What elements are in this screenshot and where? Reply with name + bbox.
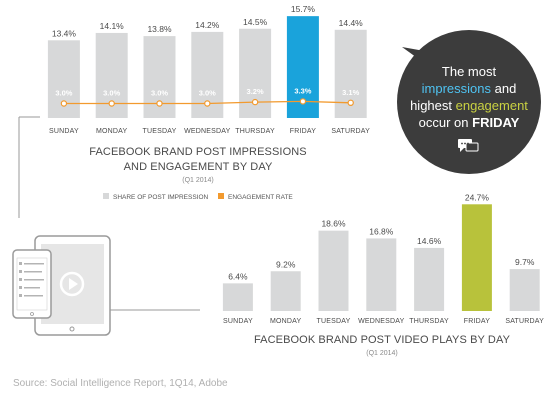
legend-label-engagement: ENGAGEMENT RATE — [228, 194, 293, 201]
engagement-point-saturday — [347, 99, 354, 107]
chart1-day-monday: MONDAY — [96, 128, 128, 135]
chart2-day-monday: MONDAY — [270, 318, 302, 325]
chart1-legend: SHARE OF POST IMPRESSION ENGAGEMENT RATE — [103, 193, 293, 201]
legend-swatch-engagement — [218, 193, 224, 199]
chart2-day-thursday: THURSDAY — [409, 318, 449, 325]
chart1-day-thursday: THURSDAY — [235, 128, 275, 135]
engagement-point-sunday — [60, 100, 68, 107]
video-bar-tuesday — [318, 230, 349, 311]
callout-line2-rest: and — [491, 81, 516, 96]
callout-bubble: The most impressions and highest engagem… — [397, 30, 541, 174]
chart2-day-sunday: SUNDAY — [223, 318, 253, 325]
phone-screen — [16, 257, 48, 311]
video-label-sunday: 6.4% — [228, 271, 248, 281]
engagement-point-thursday — [251, 98, 259, 106]
video-label-monday: 9.2% — [276, 259, 296, 269]
chart1-subtitle: (Q1 2014) — [182, 177, 214, 184]
chat-bubbles-icon — [458, 139, 479, 152]
callout-impressions-word: impressions — [422, 81, 492, 96]
engagement-point-friday — [299, 98, 307, 105]
engagement-label-friday: 3.3% — [294, 86, 311, 95]
video-label-wednesday: 16.8% — [369, 226, 394, 236]
impression-label-friday: 15.7% — [291, 4, 316, 14]
chart2-day-wednesday: WEDNESDAY — [358, 318, 405, 325]
engagement-point-wednesday — [204, 100, 211, 107]
legend-swatch-impression — [103, 193, 109, 199]
chart1-day-friday: FRIDAY — [290, 128, 316, 135]
chart2-day-tuesday: TUESDAY — [317, 318, 351, 325]
video-bar-sunday — [222, 283, 253, 311]
video-bar-monday — [270, 271, 301, 311]
impression-label-thursday: 14.5% — [243, 17, 268, 27]
engagement-label-monday: 3.0% — [103, 89, 120, 98]
video-label-saturday: 9.7% — [515, 257, 535, 267]
chart2-subtitle: (Q1 2014) — [366, 350, 398, 357]
video-bar-saturday — [509, 269, 540, 311]
chart1-day-saturday: SATURDAY — [331, 128, 370, 135]
callout-line1: The most — [442, 64, 497, 79]
chart2-day-saturday: SATURDAY — [505, 318, 544, 325]
engagement-label-saturday: 3.1% — [342, 88, 359, 97]
chart2-day-friday: FRIDAY — [464, 318, 490, 325]
engagement-label-thursday: 3.2% — [247, 87, 264, 96]
engagement-label-wednesday: 3.0% — [199, 89, 216, 98]
phone-content-lines — [19, 262, 44, 297]
chart1-day-sunday: SUNDAY — [49, 128, 79, 135]
video-label-thursday: 14.6% — [417, 236, 442, 246]
tablet-home-button — [69, 326, 75, 332]
play-icon — [69, 278, 78, 290]
chart1-day-wednesday: WEDNESDAY — [184, 128, 231, 135]
chart1-day-tuesday: TUESDAY — [143, 128, 177, 135]
impression-label-monday: 14.1% — [100, 21, 125, 31]
callout-line2: impressions and — [422, 81, 517, 96]
engagement-point-monday — [108, 100, 115, 107]
legend-label-impression: SHARE OF POST IMPRESSION — [113, 194, 209, 201]
callout-line3: highest engagement — [410, 98, 528, 113]
engagement-point-tuesday — [156, 100, 163, 107]
chart2-title: FACEBOOK BRAND POST VIDEO PLAYS BY DAY — [254, 334, 511, 346]
video-label-tuesday: 18.6% — [321, 219, 346, 229]
video-bar-friday — [461, 204, 492, 311]
chart1-title-line2: AND ENGAGEMENT BY DAY — [124, 161, 273, 173]
callout-tail — [402, 47, 430, 60]
callout-engagement-word: engagement — [456, 98, 529, 113]
callout-line4: occur on FRIDAY — [419, 115, 520, 130]
callout-circle — [397, 30, 541, 174]
play-circle — [59, 271, 85, 297]
video-bar-thursday — [414, 247, 445, 311]
video-plays-chart: 6.4% 9.2% 18.6% 16.8% 14.6% 24.7% 9.7% SUNDAY M… — [222, 192, 544, 357]
callout-line4-pre: occur on — [419, 115, 472, 130]
callout-line3-pre: highest — [410, 98, 456, 113]
phone-home-button — [30, 312, 34, 316]
callout-friday-word: FRIDAY — [472, 115, 520, 130]
engagement-label-sunday: 3.0% — [55, 89, 72, 98]
video-bar-wednesday — [366, 238, 397, 311]
impression-label-sunday: 13.4% — [52, 28, 77, 38]
video-label-friday: 24.7% — [465, 192, 490, 202]
impression-label-tuesday: 13.8% — [147, 24, 172, 34]
impression-label-saturday: 14.4% — [339, 18, 364, 28]
engagement-label-tuesday: 3.0% — [151, 89, 168, 98]
impressions-chart: 13.4% 14.1% 13.8% 14.2% 14.5% 15.7% 14.4% 3.0%… — [47, 4, 370, 201]
chart1-title-line1: FACEBOOK BRAND POST IMPRESSIONS — [89, 146, 306, 158]
impression-label-wednesday: 14.2% — [195, 20, 220, 30]
devices-video-icon — [12, 235, 111, 336]
source-note: Source: Social Intelligence Report, 1Q14… — [13, 378, 228, 389]
